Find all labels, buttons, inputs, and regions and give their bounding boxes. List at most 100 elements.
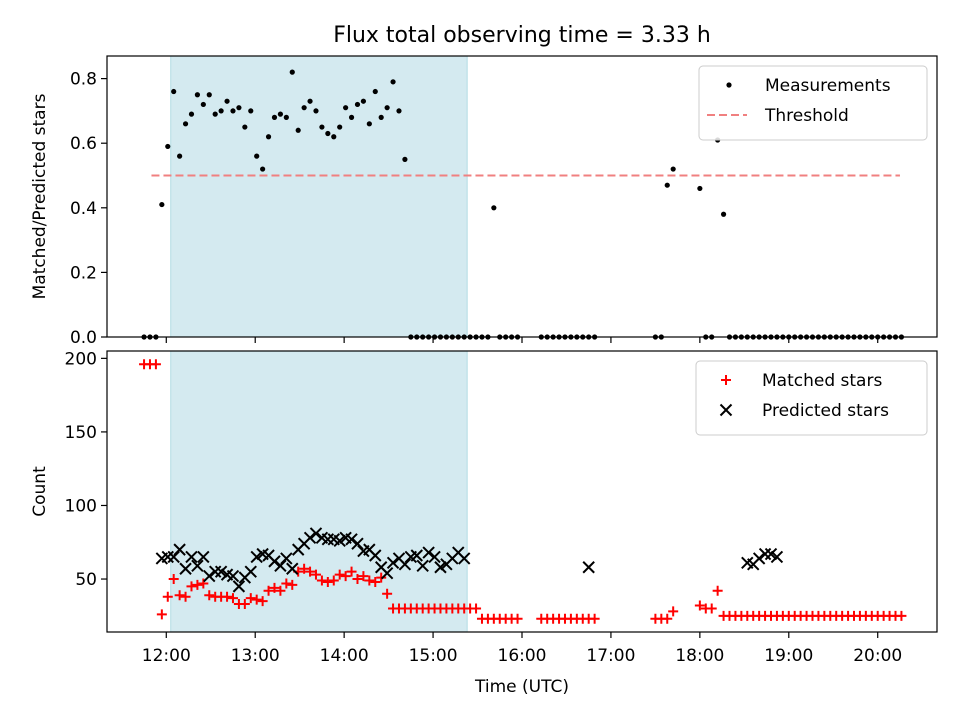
predicted-stars-point-51 — [457, 552, 471, 565]
measurements-point-17 — [242, 124, 248, 130]
measurements-point-40 — [378, 114, 384, 120]
matched-stars-point-76 — [662, 613, 673, 624]
measurements-point-6 — [177, 153, 183, 159]
predicted-stars-point-16 — [250, 550, 263, 564]
matched-stars-point-80 — [706, 603, 717, 614]
ratio-y-label: Matched/Predicted stars — [30, 93, 50, 299]
measurements-point-4 — [165, 143, 171, 150]
predicted-stars-point-2 — [167, 550, 180, 564]
x-tick-label: 18:00 — [675, 646, 724, 666]
ratio-legend: Measurements Threshold — [698, 65, 928, 141]
x-tick-label: 19:00 — [764, 646, 813, 666]
matched-stars-point-5 — [168, 574, 179, 585]
count-y-ticks: 50 100 150 200 — [65, 349, 107, 590]
matched-stars-point-9 — [192, 579, 203, 590]
matched-stars-point-27 — [299, 563, 310, 574]
matched-stars-point-3 — [156, 609, 167, 620]
predicted-stars-point-26 — [309, 527, 323, 540]
matched-stars-point-6 — [174, 590, 185, 601]
measurements-point-23 — [277, 111, 284, 117]
predicted-stars-point-55 — [752, 552, 766, 565]
measurements-point-20 — [260, 166, 266, 172]
measurements-point-19 — [254, 153, 260, 159]
matched-stars-point-34 — [340, 571, 351, 582]
measurements-point-28 — [307, 98, 313, 104]
count-panel: 50 100 150 200 12:00 13:00 14:00 15:00 16:00 17:… — [30, 349, 938, 697]
x-tick-label: 15:00 — [409, 646, 458, 666]
measurements-point-21 — [265, 134, 272, 140]
matched-stars-point-4 — [162, 591, 173, 602]
measurements-point-82 — [720, 211, 727, 217]
legend-measurements-marker — [726, 82, 732, 88]
y-tick-label: 0.6 — [70, 134, 97, 154]
predicted-stars-point-25 — [303, 531, 317, 545]
x-tick-label: 12:00 — [142, 646, 191, 666]
measurements-point-76 — [664, 182, 670, 188]
measurements-point-38 — [366, 121, 372, 127]
count-y-label: Count — [30, 466, 50, 517]
predicted-stars-point-41 — [398, 558, 412, 571]
predicted-stars-point-47 — [434, 561, 447, 574]
legend-box — [695, 360, 928, 436]
measurements-point-5 — [171, 88, 177, 95]
y-tick-label: 200 — [65, 349, 97, 369]
predicted-stars-point-39 — [386, 556, 400, 570]
matched-stars-point-33 — [334, 569, 345, 580]
matched-stars-point-36 — [352, 574, 363, 585]
measurements-point-11 — [206, 92, 212, 98]
predicted-stars-point-7 — [197, 550, 210, 564]
matched-stars-point-28 — [305, 566, 316, 577]
predicted-stars-point-43 — [410, 549, 423, 562]
measurements-point-42 — [390, 79, 396, 85]
predicted-stars-point-8 — [203, 569, 216, 583]
legend-predicted-stars-label: Predicted stars — [762, 401, 889, 421]
matched-stars-point-73 — [589, 613, 600, 624]
legend-matched-stars-marker — [721, 375, 731, 385]
matched-stars-point-38 — [364, 575, 375, 586]
predicted-stars-point-12 — [226, 569, 240, 583]
y-tick-label: 0.0 — [70, 328, 97, 348]
x-tick-label: 13:00 — [231, 646, 280, 666]
predicted-stars-point-45 — [422, 546, 435, 559]
matched-stars-point-15 — [227, 593, 238, 604]
matched-stars-point-21 — [263, 585, 274, 596]
matched-stars-point-112 — [896, 610, 907, 621]
matched-stars-point-78 — [694, 600, 705, 611]
measurements-point-34 — [343, 105, 349, 111]
measurements-point-32 — [331, 134, 337, 140]
count-observing-window — [170, 350, 468, 633]
y-tick-label: 50 — [75, 570, 97, 590]
measurements-point-78 — [697, 185, 703, 192]
predicted-stars-point-20 — [274, 559, 287, 573]
measurements-point-7 — [182, 121, 189, 127]
matched-stars-point-11 — [204, 590, 215, 601]
predicted-stars-point-13 — [232, 580, 246, 593]
matched-stars-point-56 — [471, 603, 482, 614]
predicted-stars-point-52 — [582, 561, 595, 574]
matched-stars-point-39 — [370, 576, 381, 587]
matched-stars-point-41 — [382, 588, 393, 599]
y-tick-label: 100 — [65, 496, 97, 516]
measurements-point-39 — [372, 88, 378, 95]
legend-predicted-stars-marker — [719, 403, 733, 417]
count-x-label: Time (UTC) — [474, 677, 569, 697]
measurements-point-37 — [360, 98, 367, 104]
matched-stars-point-19 — [251, 594, 262, 605]
predicted-stars-point-36 — [369, 549, 382, 562]
matched-stars-point-25 — [287, 579, 298, 590]
matched-stars-point-81 — [712, 585, 723, 596]
predicted-stars-point-57 — [764, 547, 778, 561]
measurements-point-33 — [337, 124, 343, 130]
predicted-stars-point-21 — [280, 552, 293, 565]
count-x-ticks: 12:00 13:00 14:00 15:00 16:00 17:00 18:00 19:00… — [142, 632, 902, 666]
predicted-stars-point-19 — [268, 555, 281, 568]
measurements-point-14 — [224, 98, 230, 104]
legend-box — [698, 65, 928, 141]
predicted-stars-point-58 — [770, 550, 784, 564]
predicted-stars-point-4 — [179, 562, 192, 575]
y-tick-label: 0.4 — [70, 199, 97, 219]
matched-stars-point-35 — [346, 566, 357, 577]
ratio-panel: 0.00.20.40.60.8 Matched/Predicted stars … — [30, 55, 938, 348]
predicted-stars-point-32 — [345, 533, 358, 546]
matched-stars-point-17 — [239, 599, 250, 610]
